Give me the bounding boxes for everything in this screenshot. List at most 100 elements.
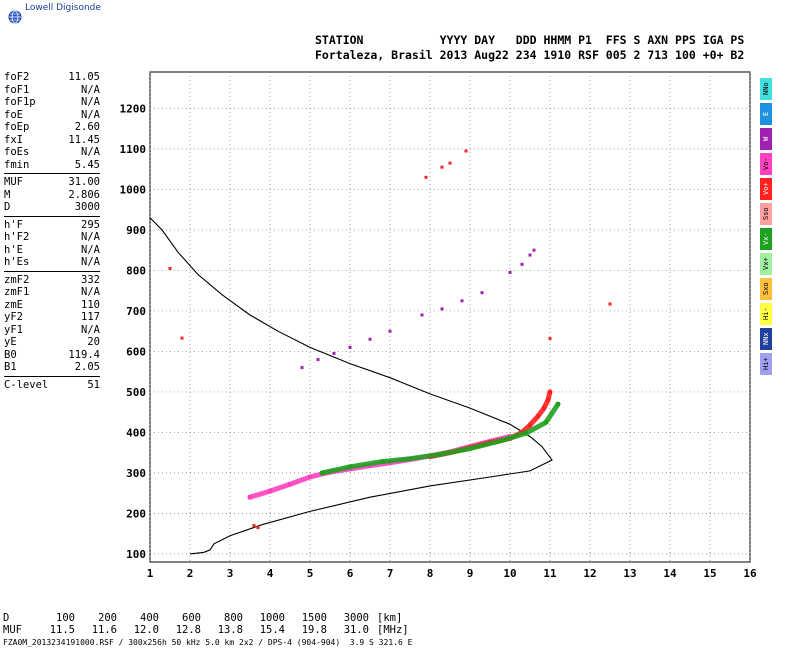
parameter-panel: foF2 11.05 foF1 N/A foF1p N/A foE N/A foEp 2.60 fx…: [4, 71, 100, 391]
plot-frame: [149, 71, 751, 563]
param-separator: [4, 215, 100, 217]
param-value: 5.45: [74, 158, 100, 171]
echo-dot: [440, 307, 444, 311]
legend-item-w: W: [760, 128, 772, 150]
muf-distance-row: D 100 200 400 600 800 1000 1500 3000 [km]: [3, 612, 409, 624]
y-tick-label: 1100: [120, 143, 147, 156]
echo-dot: [332, 351, 336, 355]
x-tick-label: 9: [467, 567, 474, 580]
x-tick-label: 11: [543, 567, 557, 580]
y-tick-label: 900: [126, 224, 146, 237]
param-value: N/A: [81, 96, 100, 108]
echo-dot: [388, 329, 392, 333]
brand-name: Lowell Digisonde: [25, 3, 101, 13]
muf-cell: 11.6: [91, 624, 117, 636]
param-value: 110: [81, 298, 100, 311]
param-row: foEp 2.60: [4, 121, 100, 134]
muf-unit: [MHz]: [377, 624, 409, 636]
param-separator: [4, 375, 100, 377]
legend-label: Hi-: [762, 307, 770, 321]
param-value: N/A: [81, 231, 100, 243]
param-value: N/A: [81, 108, 100, 121]
param-row: MUF 31.00: [4, 176, 100, 189]
param-row: yE 20: [4, 336, 100, 349]
echo-point: [524, 431, 528, 436]
globe-icon: [8, 10, 22, 24]
echo-dot: [548, 336, 552, 340]
echo-point: [548, 389, 552, 394]
y-tick-label: 1200: [120, 102, 147, 115]
echo-point: [546, 398, 550, 403]
param-separator: [4, 270, 100, 272]
param-name: B1: [4, 361, 17, 373]
param-name: foE: [4, 108, 23, 121]
brand-logo: Lowell Digisonde: [8, 2, 101, 24]
muf-unit: [km]: [377, 612, 403, 624]
muf-cell: 13.8: [217, 624, 243, 636]
legend-item-vo: Vo+: [760, 178, 772, 200]
param-value: N/A: [81, 83, 100, 96]
param-name: zmE: [4, 298, 23, 311]
y-tick-label: 700: [126, 305, 146, 318]
legend-item-vo: Vo-: [760, 153, 772, 175]
param-separator: [4, 173, 100, 174]
legend-label: Vx-: [762, 232, 770, 246]
echo-dot: [460, 299, 464, 303]
param-value: 332: [81, 273, 100, 286]
echo-dot: [168, 266, 172, 270]
param-name: M: [4, 188, 11, 201]
x-tick-label: 13: [623, 567, 636, 580]
echo-point: [248, 495, 252, 500]
param-row: fmin 5.45: [4, 159, 100, 172]
param-value: 51: [87, 378, 100, 391]
param-value: 2.806: [68, 188, 100, 201]
muf-cell: 12.8: [175, 624, 201, 636]
muf-row-label: D: [3, 612, 10, 624]
param-name: h'F: [4, 218, 23, 231]
param-name: B0: [4, 348, 17, 361]
echo-point: [468, 446, 472, 451]
param-name: foF1: [4, 83, 30, 96]
param-value: 2.05: [74, 361, 100, 373]
muf-row-label: MUF: [3, 624, 22, 636]
param-name: zmF1: [4, 286, 30, 298]
legend-label: Sxo: [762, 282, 770, 296]
muf-value-row: MUF 11.5 11.6 12.0 12.8 13.8 15.4 19.8 31.0 [MHz]: [3, 624, 409, 636]
echo-dot: [424, 175, 428, 179]
param-row: foEs N/A: [4, 146, 100, 159]
echo-dot: [256, 526, 260, 530]
echo-point: [536, 414, 540, 419]
echo-dot: [608, 302, 612, 306]
legend-item-nnx: NNx: [760, 328, 772, 350]
file-info-footer: FZA0M_2013234191000.RSF / 300x256h 50 kH…: [3, 638, 413, 647]
muf-cell: 100: [56, 612, 75, 624]
y-tick-label: 800: [126, 264, 146, 277]
param-row: B1 2.05: [4, 361, 100, 374]
echo-dot: [440, 165, 444, 169]
param-value: N/A: [81, 323, 100, 336]
legend-label: Hi+: [762, 357, 770, 371]
param-name: h'Es: [4, 256, 30, 268]
legend-label: Sso: [762, 207, 770, 221]
muf-cell: 1000: [259, 612, 285, 624]
legend-item-hi: Hi+: [760, 353, 772, 375]
muf-cell: 400: [140, 612, 159, 624]
param-row: M 2.806: [4, 189, 100, 202]
echo-dot: [480, 291, 484, 295]
echo-point: [380, 459, 384, 464]
echo-dot: [316, 358, 320, 362]
param-row: zmE 110: [4, 299, 100, 312]
param-name: yF1: [4, 323, 23, 336]
param-row: fxI 11.45: [4, 134, 100, 147]
param-name: MUF: [4, 176, 23, 188]
legend-label: NNx: [762, 332, 770, 346]
echo-dot: [180, 336, 184, 340]
param-value: N/A: [81, 286, 100, 298]
echo-dot: [348, 345, 352, 349]
mode-legend: NNo E W Vo- Vo+ Sso Vx- Vx+ Sxo Hi- NNx Hi+: [760, 78, 772, 378]
param-name: zmF2: [4, 273, 30, 286]
param-value: 31.00: [68, 176, 100, 188]
x-tick-label: 1: [147, 567, 154, 580]
echo-dot: [300, 366, 304, 370]
echo-dot: [420, 313, 424, 317]
